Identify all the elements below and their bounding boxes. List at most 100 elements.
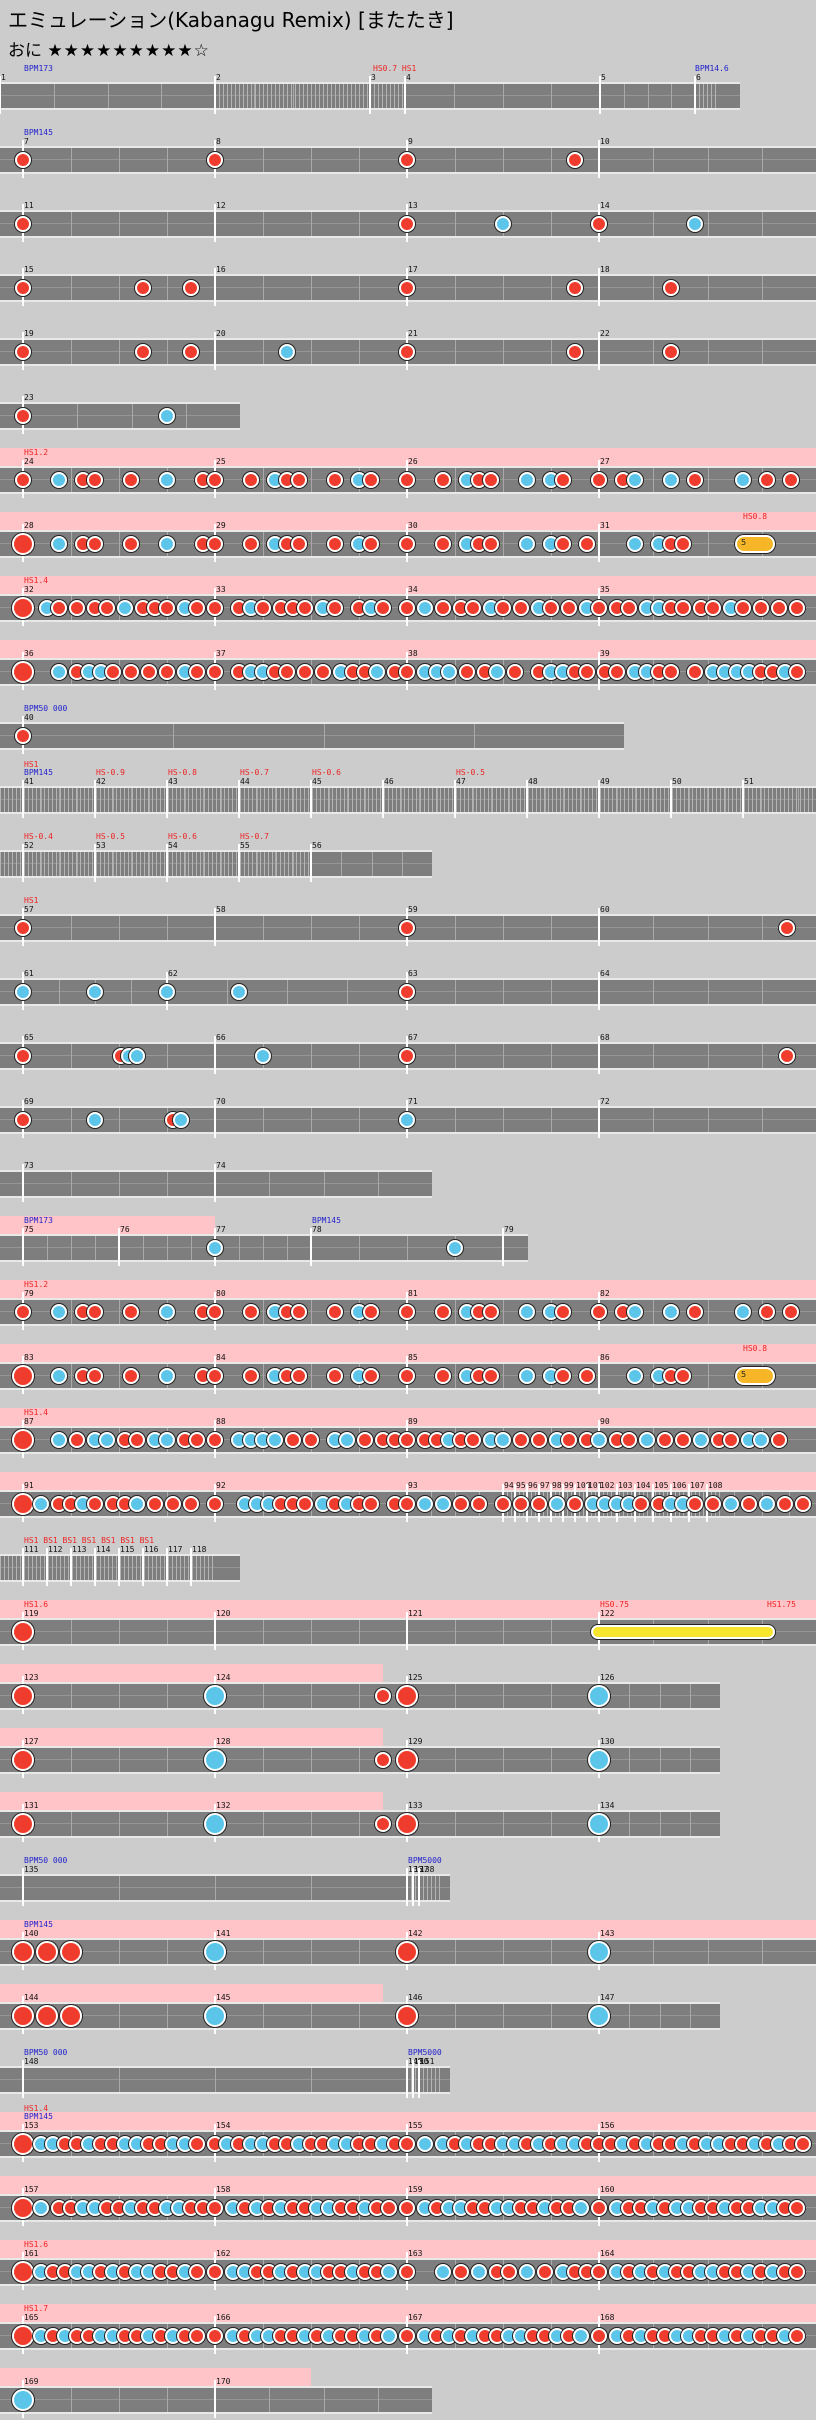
beat-line [653, 340, 654, 364]
chart-title: エミュレーション(Kabanagu Remix) [またたき] [8, 8, 454, 32]
dense-barline [16, 1556, 17, 1580]
don-note [375, 1816, 391, 1832]
beat-line [551, 276, 552, 300]
beat-line [401, 788, 402, 812]
don-note [483, 1368, 499, 1384]
dense-barline [576, 788, 577, 812]
dense-barline [404, 788, 405, 812]
dense-barline [48, 852, 49, 876]
beat-line [551, 1812, 552, 1836]
dense-barline [423, 1876, 424, 1900]
scroll-label: HS1.4 [24, 576, 49, 585]
measure-number: 39 [600, 649, 610, 658]
dense-barline [608, 788, 609, 812]
dense-barline [359, 84, 360, 108]
gogo-band [0, 1344, 816, 1362]
beat-line [551, 1108, 552, 1132]
beat-line [59, 852, 60, 876]
dense-barline [340, 788, 341, 812]
dense-barline [120, 788, 121, 812]
measure-number: 2 [216, 73, 221, 82]
chart-row: 36 37 38 39 [0, 640, 816, 692]
dense-barline [112, 1556, 113, 1580]
scroll-label: HS-0.7 [240, 832, 269, 841]
lane-edge [0, 300, 816, 302]
ka-note [573, 2200, 589, 2216]
chart-row: 52 53 54 55 56 HS-0.4 HS-0.5 HS-0.6 HS-0.7 [0, 832, 432, 884]
measure-number: 129 [408, 1737, 423, 1746]
dense-barline [540, 788, 541, 812]
big-don-note [12, 661, 34, 683]
don-note [183, 344, 199, 360]
big-don-note [12, 2133, 34, 2155]
ka-note [129, 1048, 145, 1064]
gogo-band [0, 1472, 816, 1490]
dense-barline [400, 788, 401, 812]
lane-edge [0, 2412, 432, 2414]
big-ka-note [588, 2005, 610, 2027]
dense-barline [520, 788, 521, 812]
beat-line [708, 1364, 709, 1388]
dense-barline [24, 1556, 25, 1580]
dense-barline [100, 788, 101, 812]
lane-edge [0, 402, 240, 404]
measure-number: 48 [528, 777, 538, 786]
don-note [543, 600, 559, 616]
measure-number: 36 [24, 649, 34, 658]
beat-line [71, 148, 72, 172]
beat-line [551, 916, 552, 940]
dense-barline [196, 852, 197, 876]
measure-number: 20 [216, 329, 226, 338]
ka-note [117, 600, 133, 616]
dense-barline [320, 788, 321, 812]
dense-barline [132, 852, 133, 876]
dense-barline [264, 852, 265, 876]
chart-row: 19 20 21 22 [0, 320, 816, 372]
lane-edge [0, 2002, 720, 2004]
gogo-band [0, 512, 816, 530]
dense-barline [239, 84, 240, 108]
beat-line [707, 788, 708, 812]
note-lane [0, 1874, 450, 1902]
beat-line [71, 1300, 72, 1324]
beat-line [653, 1108, 654, 1132]
dense-barline [32, 852, 33, 876]
note-lane [0, 1234, 528, 1262]
beat-line [545, 788, 546, 812]
measure-barline [406, 1868, 408, 1906]
measure-barline [412, 1868, 414, 1906]
dense-barline [184, 852, 185, 876]
dense-barline [504, 788, 505, 812]
beat-line [762, 148, 763, 172]
beat-line [185, 852, 186, 876]
beat-line [167, 1748, 168, 1772]
dense-barline [524, 788, 525, 812]
lane-midline [0, 415, 240, 416]
dense-barline [100, 1556, 101, 1580]
note-lane [0, 722, 624, 750]
dense-barline [92, 788, 93, 812]
dense-barline [620, 788, 621, 812]
beat-line [119, 212, 120, 236]
dense-barline [347, 84, 348, 108]
dense-barline [56, 1556, 57, 1580]
beat-line [324, 2388, 325, 2412]
measure-number: 26 [408, 457, 418, 466]
don-note [435, 600, 451, 616]
measure-barline [418, 1868, 420, 1906]
measure-number: 153 [24, 2121, 39, 2130]
dense-barline [435, 1876, 436, 1900]
don-note [243, 1368, 259, 1384]
beat-line [263, 2004, 264, 2028]
dense-barline [291, 84, 292, 108]
beat-line [455, 148, 456, 172]
beat-line [167, 1812, 168, 1836]
dense-barline [224, 788, 225, 812]
dense-barline [344, 788, 345, 812]
dense-barline [448, 788, 449, 812]
measure-number: 80 [216, 1289, 226, 1298]
beat-line [71, 532, 72, 556]
beat-line [503, 1044, 504, 1068]
measure-number: 3 [371, 73, 376, 82]
dense-barline [4, 1556, 5, 1580]
